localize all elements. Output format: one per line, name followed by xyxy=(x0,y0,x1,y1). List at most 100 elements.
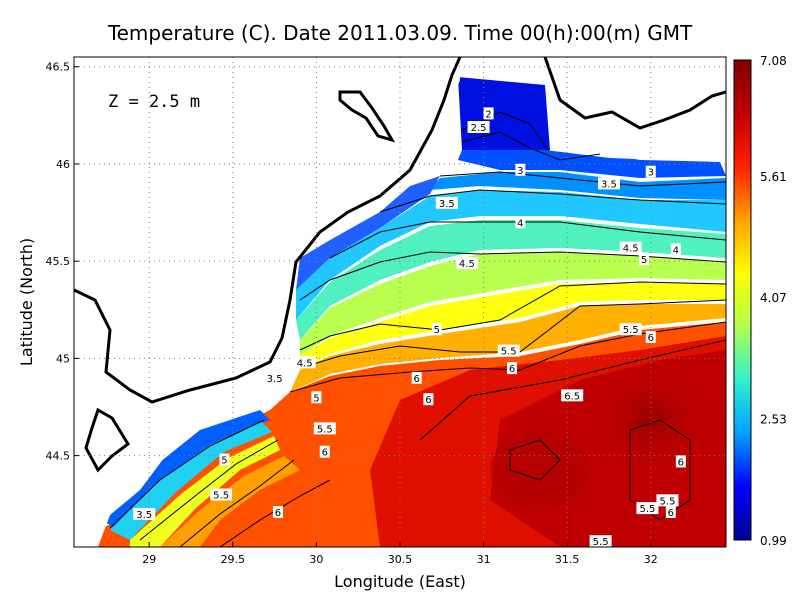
band-4 xyxy=(296,220,726,340)
contour-label-background xyxy=(435,196,458,209)
contour-line-west-2 xyxy=(139,439,279,541)
contour-label-text: 6 xyxy=(275,508,281,519)
colorbar-tick-label: 5.61 xyxy=(760,170,787,184)
contour-label: 6 xyxy=(665,506,676,519)
contour-label-background xyxy=(483,107,494,120)
contour-label: 5.5 xyxy=(313,422,336,435)
contour-label: 5 xyxy=(219,453,230,467)
contour-label-background xyxy=(515,163,526,176)
contour-label-background xyxy=(411,371,422,384)
colorbar-tick-label: 7.08 xyxy=(760,54,787,68)
x-tick-label: 31 xyxy=(477,553,491,566)
contour-label: 3 xyxy=(645,165,656,179)
contour-label-background xyxy=(645,331,656,343)
contour-label-text: 5 xyxy=(313,393,319,404)
contour-line-5 xyxy=(299,281,726,351)
contour-label-background xyxy=(589,535,612,547)
contour-label-background xyxy=(639,253,650,266)
contour-label-text: 4 xyxy=(673,246,679,257)
contour-label-text: 5.5 xyxy=(639,504,655,515)
y-tick-label: 46 xyxy=(56,158,70,171)
contour-label: 4 xyxy=(670,243,681,257)
contour-label-background xyxy=(497,344,520,357)
contour-label-text: 5 xyxy=(221,456,227,467)
colorbar-tick-label: 4.07 xyxy=(760,291,787,305)
contour-label-background xyxy=(311,391,322,404)
contour-label-text: 6 xyxy=(648,333,654,344)
contour-line-3-5 xyxy=(379,189,726,213)
contour-label: 5.5 xyxy=(210,488,233,502)
contour-label-background xyxy=(467,121,490,133)
contour-label-text: 4.5 xyxy=(623,244,639,255)
contour-label: 5 xyxy=(639,253,650,266)
x-tick-label: 30.5 xyxy=(388,553,413,566)
band-3 xyxy=(430,172,726,200)
contour-label: 5.5 xyxy=(636,502,659,515)
band-2-3 xyxy=(458,150,726,178)
colorbar-tick-label: 2.53 xyxy=(760,413,787,427)
contour-label-text: 5 xyxy=(434,325,440,336)
x-tick-label: 30 xyxy=(309,553,323,566)
contour-label: 3.5 xyxy=(435,196,458,210)
land-north-east xyxy=(545,57,726,162)
contour-label: 3.5 xyxy=(597,177,620,190)
coastline-danube xyxy=(84,407,130,473)
colorbar-tick-label: 0.99 xyxy=(760,534,787,548)
contour-label-text: 6 xyxy=(678,457,684,468)
depth-annotation: Z = 2.5 m xyxy=(108,92,200,112)
coastline-north xyxy=(543,57,726,130)
contour-label-text: 6 xyxy=(425,395,431,406)
contour-label-text: 3.5 xyxy=(267,374,283,385)
coastline-main xyxy=(74,57,462,404)
contour-line-4-5 xyxy=(299,251,726,301)
contour-label: 6 xyxy=(423,393,434,406)
contour-label-text: 6.5 xyxy=(564,391,580,402)
colorbar-ticks: 7.08 5.61 4.07 2.53 0.99 xyxy=(760,54,787,548)
y-tick-label: 46.5 xyxy=(46,61,71,74)
y-tick-label: 44.5 xyxy=(46,450,71,463)
contour-label: 6 xyxy=(411,371,422,385)
contour-label-text: 5.5 xyxy=(213,491,229,502)
contour-label-text: 3.5 xyxy=(136,510,152,521)
contour-label-background xyxy=(507,362,518,375)
contour-label-background xyxy=(431,323,442,336)
contour-label-text: 5.5 xyxy=(660,496,676,507)
x-tick-label: 31.5 xyxy=(555,553,580,566)
x-tick-label: 32 xyxy=(644,553,658,566)
contour-label-background xyxy=(515,216,526,229)
contour-label: 6 xyxy=(319,445,330,459)
contour-label: 4.5 xyxy=(619,241,642,255)
contour-label: 2 xyxy=(483,107,494,120)
contour-label-text: 5.5 xyxy=(593,537,609,548)
y-tick-label: 45.5 xyxy=(46,255,71,268)
x-tick-label: 29 xyxy=(142,553,156,566)
contour-label-text: 3 xyxy=(648,168,654,179)
contour-label: 4.5 xyxy=(293,356,316,369)
contour-label-text: 2 xyxy=(485,109,491,120)
x-tick-label: 29.5 xyxy=(221,553,246,566)
contour-label-text: 4.5 xyxy=(297,358,313,369)
band-warmest-2 xyxy=(490,430,590,510)
contour-label: 3.5 xyxy=(263,371,286,385)
contour-label: 5.5 xyxy=(589,535,612,548)
contour-line-6 xyxy=(289,321,726,393)
contour-line-3 xyxy=(439,171,726,187)
contour-label-text: 5.5 xyxy=(623,325,639,336)
contour-lines xyxy=(109,111,726,547)
band-west-orange xyxy=(160,456,300,547)
contour-label: 4.5 xyxy=(455,257,478,270)
contour-label-background xyxy=(272,506,283,518)
contour-label: 5 xyxy=(431,323,442,336)
contour-label-text: 4 xyxy=(517,218,523,229)
band-west-yellow xyxy=(130,436,280,547)
contour-label: 5.5 xyxy=(656,494,679,507)
band-4-5 xyxy=(300,252,726,356)
contour-label-background xyxy=(561,389,584,402)
x-axis-label: Longitude (East) xyxy=(334,572,466,591)
contour-label-text: 4.5 xyxy=(459,259,475,270)
contour-label-text: 3.5 xyxy=(601,179,617,190)
